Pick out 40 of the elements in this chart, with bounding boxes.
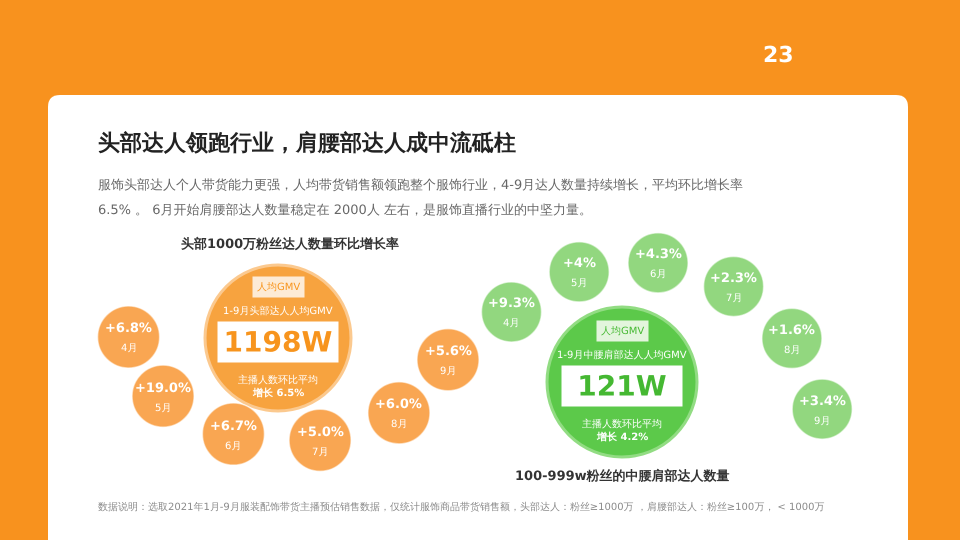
category-label: 6月 — [650, 269, 666, 280]
data-label: +9.3% — [488, 296, 535, 311]
category-label: 4月 — [121, 343, 138, 354]
text: 100-999w粉丝的中腰肩部达人数量 — [515, 468, 730, 484]
category-label: 5月 — [155, 403, 172, 414]
category-label: 6月 — [225, 441, 242, 452]
data-label: +6.8% — [105, 321, 152, 336]
text: 主播人数环比平均 — [238, 374, 318, 386]
text: 人均GMV — [257, 281, 300, 293]
text: 主播人数环比平均 — [582, 418, 662, 430]
text: 数据说明：选取2021年1月-9月服装配饰带货主播预估销售数据，仅统计服饰商品带货销售额，头部达人：粉丝≥1000万 ，肩腰部达人：粉丝≥100万， < 1000万 — [98, 501, 824, 513]
data-label: +4% — [563, 256, 596, 271]
text: 1-9月中腰肩部达人人均GMV — [557, 349, 687, 361]
text: 增长 4.2% — [596, 431, 648, 443]
category-label: 9月 — [440, 366, 456, 377]
text: 人均GMV — [601, 325, 644, 337]
data-label: +6.0% — [375, 397, 422, 412]
text: 1-9月头部达人人均GMV — [223, 305, 333, 317]
text: 服饰头部达人个人带货能力更强，人均带货销售额领跑整个服饰行业，4-9月达人数量持续增长，平均环比增长率 6.5% 。 6月开始肩腰部达人数量稳定在 2000人 左右，是服饰直播行业的中坚力量。 — [98, 177, 744, 218]
data-label: +2.3% — [710, 271, 757, 286]
text: 1198W — [224, 326, 332, 358]
category-label: 8月 — [391, 419, 408, 430]
category-label: 7月 — [726, 293, 742, 304]
category-label: 5月 — [571, 278, 588, 289]
category-label: 4月 — [503, 318, 520, 329]
data-label: +5.6% — [425, 344, 472, 359]
text: 121W — [577, 370, 667, 402]
data-label: +4.3% — [635, 247, 682, 262]
text: 增长 6.5% — [252, 387, 304, 399]
category-label: 7月 — [312, 447, 328, 458]
text: 23 — [763, 43, 794, 68]
category-label: 9月 — [814, 416, 830, 427]
text: 头部1000万粉丝达人数量环比增长率 — [181, 236, 400, 252]
category-label: 8月 — [784, 345, 800, 356]
data-label: +1.6% — [768, 323, 815, 338]
data-label: +5.0% — [297, 425, 344, 440]
data-label: +19.0% — [135, 381, 191, 396]
data-label: +6.7% — [210, 419, 257, 434]
data-label: +3.4% — [799, 394, 846, 409]
text: 头部达人领跑行业，肩腰部达人成中流砥柱 — [98, 130, 516, 156]
